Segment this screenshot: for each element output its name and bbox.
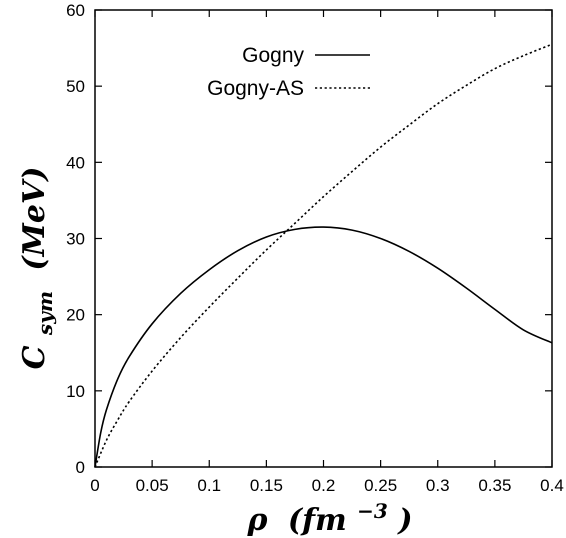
y-axis-title: C sym (MeV) <box>17 167 60 370</box>
series-line-gogny <box>94 226 553 468</box>
x-tick-label: 0 <box>90 476 99 495</box>
y-axis-subscript: sym <box>33 291 57 336</box>
x-axis-close: ) <box>396 503 412 538</box>
x-tick-label: 0.25 <box>364 476 397 495</box>
y-tick-label: 10 <box>66 382 85 401</box>
y-tick-label: 0 <box>76 458 85 477</box>
series-lines <box>94 43 553 468</box>
x-tick-label: 0.3 <box>426 476 450 495</box>
tick-labels: 0 0.05 0.1 0.15 0.2 0.25 0.3 0.35 0.4 0 10 20 30 40 50… <box>66 1 564 495</box>
y-tick-label: 40 <box>66 153 85 172</box>
y-tick-label: 60 <box>66 1 85 20</box>
axis-ticks <box>94 9 553 468</box>
y-tick-label: 50 <box>66 77 85 96</box>
legend: Gogny Gogny-AS <box>207 44 370 100</box>
x-tick-label: 0.1 <box>197 476 221 495</box>
y-tick-label: 20 <box>66 306 85 325</box>
plot-frame <box>94 9 553 468</box>
x-tick-label: 0.05 <box>136 476 169 495</box>
plot-border <box>94 9 553 468</box>
x-axis-exponent: −3 <box>357 499 388 523</box>
x-tick-label: 0.15 <box>250 476 283 495</box>
y-tick-label: 30 <box>66 230 85 249</box>
x-axis-unit: (fm <box>288 503 347 538</box>
x-tick-label: 0.2 <box>312 476 336 495</box>
x-axis-symbol: ρ <box>246 503 268 538</box>
y-axis-unit: (MeV) <box>17 167 52 271</box>
x-tick-label: 0.35 <box>478 476 511 495</box>
x-axis-title: ρ (fm −3 ) <box>246 491 412 538</box>
series-line-gogny-as <box>94 43 553 468</box>
legend-label-gogny-as: Gogny-AS <box>207 77 304 100</box>
y-axis-symbol: C <box>17 345 52 369</box>
x-tick-label: 0.4 <box>540 476 564 495</box>
legend-label-gogny: Gogny <box>242 44 304 67</box>
